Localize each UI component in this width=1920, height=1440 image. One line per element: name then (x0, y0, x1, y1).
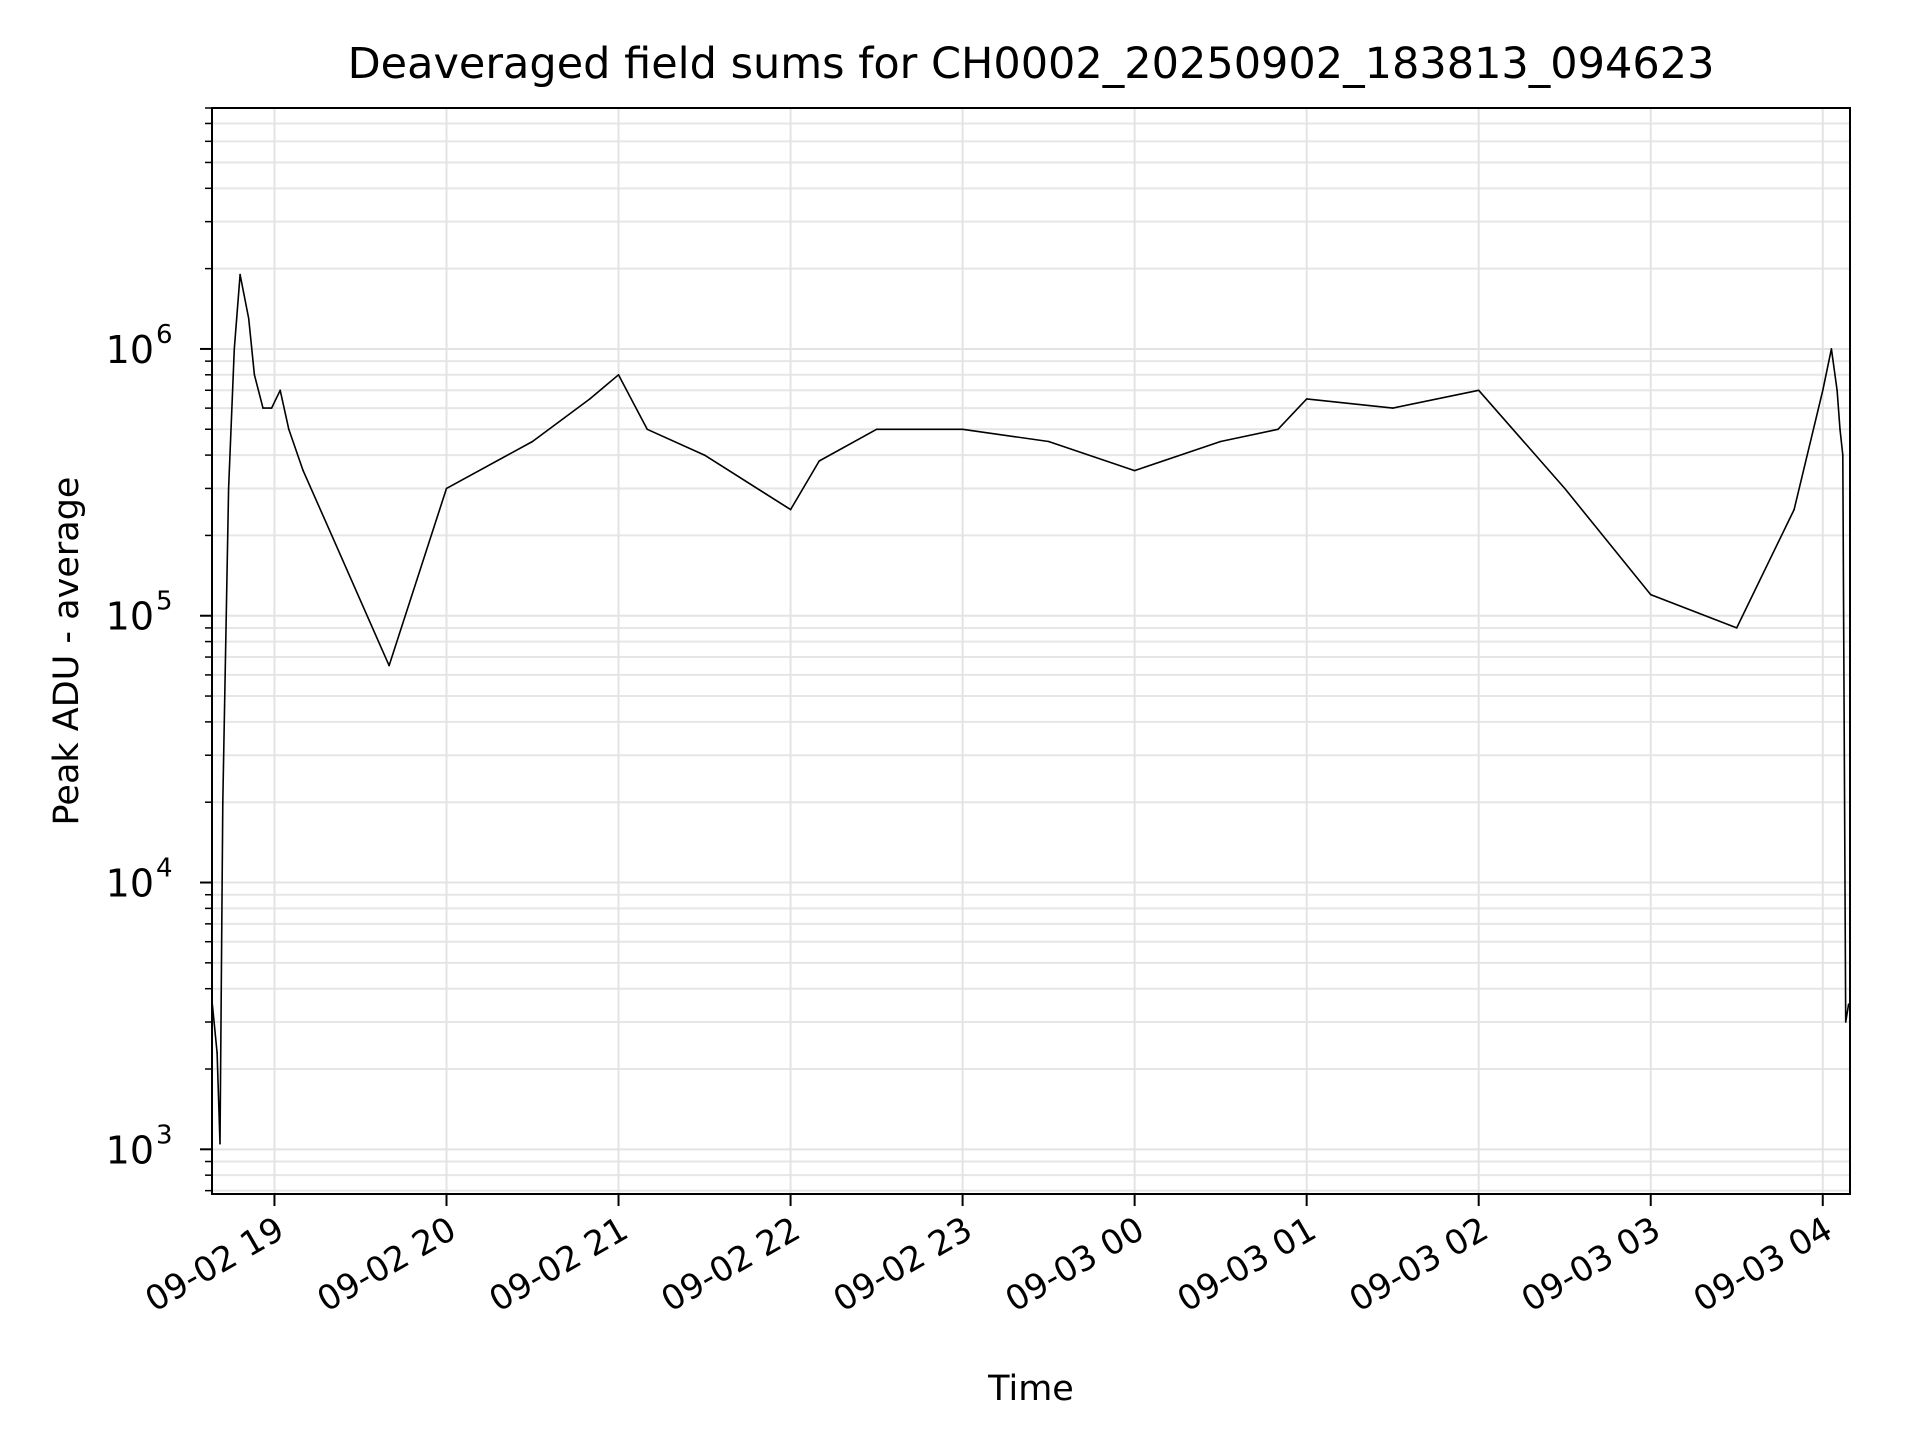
data-point (646, 428, 648, 431)
data-point (1830, 348, 1833, 350)
data-point (1844, 1021, 1847, 1023)
series-line (212, 273, 1850, 1145)
data-point (227, 487, 230, 490)
x-tick-label: 09-03 04 (1687, 1209, 1839, 1320)
x-tick-label: 09-02 20 (311, 1209, 463, 1320)
y-tick-exponent: 5 (156, 587, 173, 617)
data-point (789, 508, 792, 511)
x-tick-label: 09-03 01 (1171, 1209, 1323, 1320)
data-point (270, 407, 273, 409)
data-point (531, 440, 534, 443)
chart-title: Deaveraged field sums for CH0002_2025090… (348, 39, 1715, 89)
data-point (703, 454, 706, 456)
data-point (961, 428, 964, 431)
data-series (212, 273, 1850, 1145)
x-tick-label: 09-03 00 (999, 1209, 1151, 1320)
x-tick-label: 09-02 23 (827, 1209, 979, 1320)
x-axis-label: Time (987, 1369, 1074, 1409)
data-point (331, 534, 333, 537)
y-tick-label: 10 (106, 862, 154, 906)
plot-frame (211, 107, 1851, 1195)
data-point (617, 374, 620, 376)
data-point (262, 407, 264, 409)
y-tick-label: 10 (106, 1128, 154, 1172)
data-point (1219, 440, 1222, 443)
data-point (1839, 428, 1841, 431)
data-point (302, 469, 304, 472)
y-tick-exponent: 4 (156, 854, 173, 884)
data-point (216, 1052, 218, 1054)
x-tick-label: 09-02 21 (483, 1209, 635, 1320)
data-point (1836, 389, 1838, 392)
data-point (279, 389, 282, 392)
y-tick-exponent: 6 (156, 320, 173, 350)
y-tick-label: 10 (106, 328, 154, 372)
data-point (1793, 508, 1795, 511)
data-point (818, 460, 820, 462)
x-tick-label: 09-03 03 (1515, 1209, 1667, 1320)
data-point (388, 664, 390, 667)
data-point (1847, 1003, 1850, 1005)
y-axis-label: Peak ADU - average (47, 477, 87, 826)
x-tick-label: 09-02 19 (139, 1209, 291, 1320)
data-point (1735, 627, 1738, 629)
x-tick-label: 09-02 22 (655, 1209, 807, 1320)
data-point (1563, 487, 1566, 490)
data-point (1649, 593, 1652, 596)
data-point (589, 398, 591, 400)
minor-gridlines (212, 107, 1850, 1192)
data-point (288, 428, 290, 431)
data-point (1277, 428, 1279, 431)
data-point (233, 348, 236, 350)
y-tick-exponent: 3 (156, 1120, 173, 1150)
major-gridlines (212, 108, 1850, 1194)
data-point (445, 487, 448, 490)
data-point (247, 317, 250, 320)
data-point (1133, 469, 1136, 472)
data-point (1391, 407, 1394, 409)
data-point (1822, 389, 1824, 392)
data-point (222, 801, 224, 803)
x-tick-label: 09-03 02 (1343, 1209, 1495, 1320)
y-tick-label: 10 (106, 595, 154, 639)
data-point (875, 428, 878, 431)
data-point (219, 1142, 221, 1145)
data-point (1842, 454, 1844, 456)
data-point (1305, 398, 1308, 400)
data-point (1047, 440, 1050, 443)
data-point (253, 374, 256, 376)
data-point (239, 273, 241, 276)
x-axis-ticks: 09-02 19 09-02 20 09-02 21 09-02 22 09-02 23… (139, 1194, 1839, 1320)
data-point (1477, 389, 1480, 392)
